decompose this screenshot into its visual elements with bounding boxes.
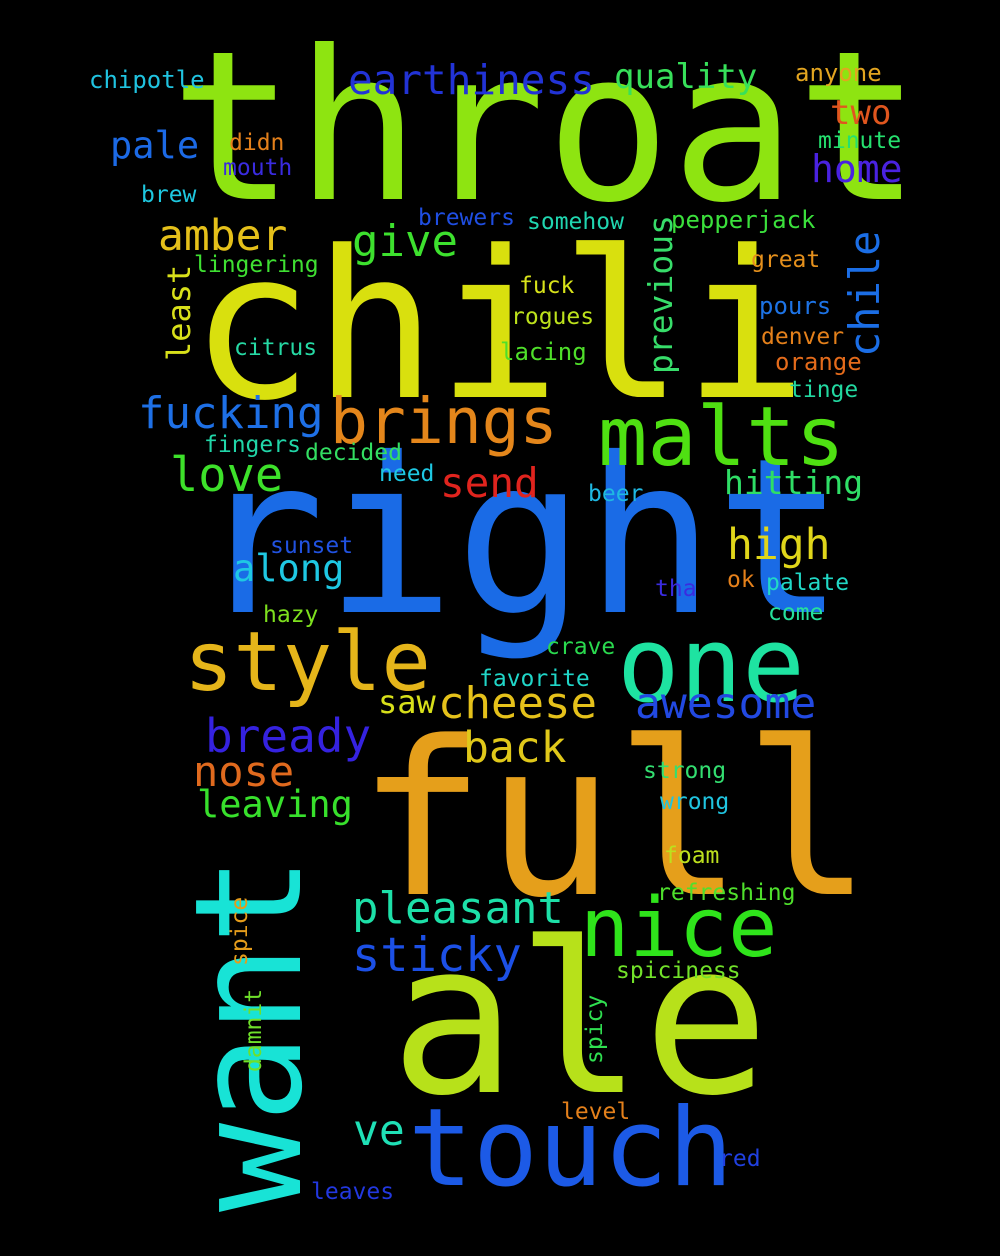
word-orange: orange — [775, 348, 862, 376]
word-need: need — [379, 461, 435, 487]
word-leaving: leaving — [197, 783, 353, 826]
word-level: level — [561, 1099, 631, 1125]
word-chili: chili — [190, 208, 808, 446]
word-sticky: sticky — [352, 928, 522, 983]
word-strong: strong — [643, 758, 727, 784]
word-fingers: fingers — [204, 432, 301, 458]
word-malts: malts — [598, 390, 845, 485]
word-red: red — [719, 1146, 761, 1172]
word-style: style — [184, 615, 431, 710]
word-beer: beer — [588, 481, 644, 507]
word-palate: palate — [766, 570, 850, 596]
word-amber: amber — [158, 211, 288, 261]
word-chile: chile — [840, 230, 889, 357]
word-rogues: rogues — [511, 304, 595, 330]
word-tha: tha — [655, 576, 697, 602]
word-decided: decided — [305, 440, 402, 466]
word-pepperjack: pepperjack — [671, 206, 816, 234]
word-leaves: leaves — [311, 1179, 395, 1205]
word-great: great — [751, 247, 821, 273]
word-least: least — [160, 264, 198, 361]
word-didn: didn — [229, 130, 285, 156]
word-somehow: somehow — [527, 209, 624, 235]
word-pours: pours — [759, 292, 832, 320]
word-brewers: brewers — [418, 205, 515, 231]
word-saw: saw — [378, 683, 436, 721]
word-touch: touch — [408, 1086, 734, 1211]
word-ve: ve — [353, 1106, 405, 1156]
word-damnit: damnit — [241, 988, 267, 1072]
word-fuck: fuck — [519, 273, 575, 299]
word-wrong: wrong — [660, 789, 730, 815]
word-pleasant: pleasant — [352, 883, 564, 934]
word-favorite: favorite — [479, 666, 590, 692]
word-ok: ok — [727, 567, 755, 593]
word-nice: nice — [580, 881, 778, 976]
word-throat: throat — [170, 7, 922, 249]
word-earthiness: earthiness — [348, 56, 595, 104]
word-nose: nose — [193, 747, 295, 796]
word-previous: previous — [641, 215, 680, 374]
word-sunset: sunset — [270, 533, 354, 559]
word-right: right — [195, 412, 846, 663]
word-pale: pale — [110, 124, 200, 167]
word-love: love — [170, 448, 284, 503]
word-minute: minute — [818, 128, 902, 154]
word-back: back — [463, 723, 567, 773]
word-mouth: mouth — [223, 155, 293, 181]
word-spicy: spicy — [582, 994, 608, 1064]
word-denver: denver — [761, 324, 845, 350]
word-awesome: awesome — [635, 679, 817, 729]
word-one: one — [617, 604, 805, 726]
word-anyone: anyone — [795, 59, 882, 87]
word-chipotle: chipotle — [89, 66, 205, 94]
word-hazy: hazy — [263, 602, 319, 628]
word-brew: brew — [141, 182, 197, 208]
word-give: give — [352, 216, 458, 267]
word-crave: crave — [546, 634, 616, 660]
word-refreshing: refreshing — [657, 880, 796, 906]
word-cheese: cheese — [438, 678, 597, 729]
word-tinge: tinge — [789, 377, 859, 403]
word-lingering: lingering — [194, 252, 319, 278]
word-brings: brings — [330, 385, 558, 458]
word-citrus: citrus — [234, 335, 318, 361]
word-bready: bready — [205, 709, 372, 763]
word-lacing: lacing — [500, 338, 587, 366]
word-foam: foam — [664, 843, 720, 869]
word-quality: quality — [614, 57, 758, 97]
word-spice: spice — [227, 896, 253, 966]
word-full: full — [357, 696, 873, 945]
word-hitting: hitting — [724, 463, 864, 502]
word-ale: ale — [390, 897, 770, 1142]
word-spiciness: spiciness — [616, 958, 741, 984]
word-send: send — [440, 459, 539, 507]
word-come: come — [768, 600, 824, 626]
word-high: high — [727, 520, 831, 570]
word-fucking: fucking — [138, 388, 324, 439]
word-two: two — [830, 93, 892, 133]
word-home: home — [811, 147, 903, 191]
word-along: along — [233, 547, 345, 590]
